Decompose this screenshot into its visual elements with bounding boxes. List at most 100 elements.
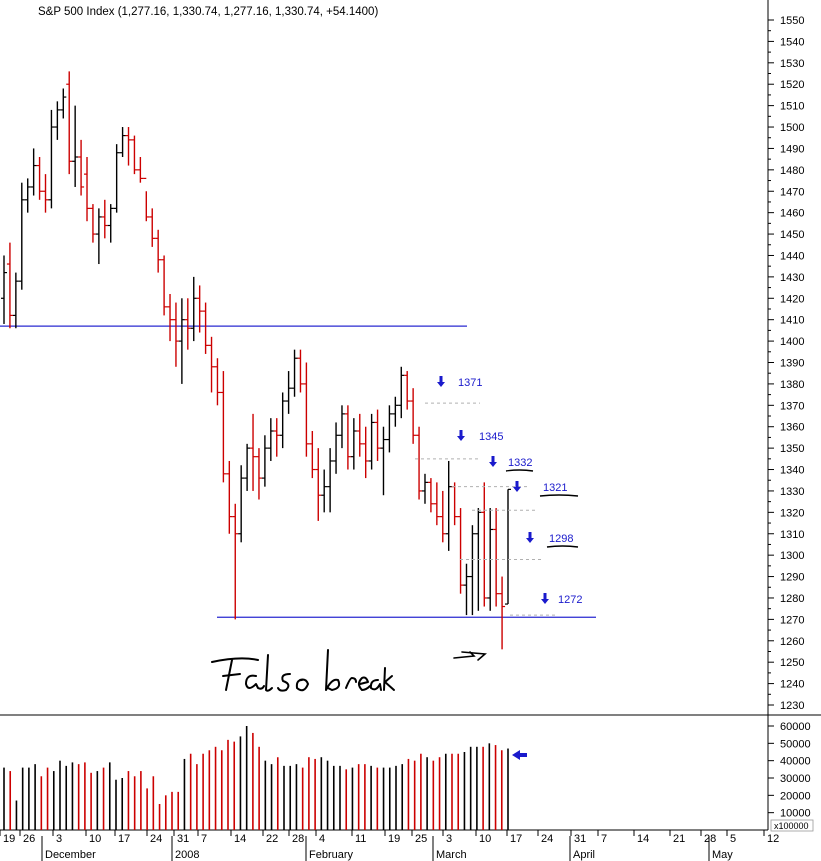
ohlc-bar [285,371,292,414]
day-tick-label: 14 [637,833,649,845]
ohlc-bar [6,242,13,329]
level-annotation: 1332 [452,456,534,488]
ohlc-bar [505,488,511,605]
ohlc-bar [333,422,340,474]
price-tick-label: 1250 [780,657,804,669]
ohlc-bar [404,371,411,410]
down-arrow-icon [457,430,465,441]
ohlc-bar [95,208,102,265]
level-label: 1332 [508,457,532,469]
day-tick-label: 17 [510,833,522,845]
ohlc-bar [232,503,239,620]
x-axis: 19 26 3 10 17 24 31 7 14 22 28 4 11 19 25 3 10 17 24 31 7 14 2… [0,830,779,861]
level-annotation: 1321 [472,481,579,511]
handwritten-underline [505,469,534,472]
ohlc-bar [149,208,156,247]
down-arrow-icon [541,593,549,604]
price-tick-label: 1550 [780,15,804,27]
day-tick-label: 22 [266,833,278,845]
ohlc-bar [196,285,203,333]
ohlc-bar [84,157,91,222]
volume-tick-label: 60000 [780,721,811,733]
handwritten-falso-break [211,649,395,692]
ohlc-bar [362,426,369,479]
month-label: March [436,849,467,861]
ohlc-bar [469,525,476,616]
price-tick-label: 1270 [780,614,804,626]
price-tick-label: 1340 [780,465,804,477]
ohlc-bar [24,178,31,213]
ohlc-bar [338,405,345,449]
volume-tick-label: 40000 [780,756,811,768]
day-tick-label: 25 [415,833,427,845]
ohlc-bar [261,435,268,487]
day-tick-label: 10 [479,833,491,845]
ohlc-bar [344,405,351,470]
level-label: 1298 [549,533,573,545]
day-tick-label: 7 [601,833,607,845]
price-tick-label: 1300 [780,550,804,562]
ohlc-bar [273,418,280,457]
volume-bars [3,726,509,830]
ohlc-bar [303,362,310,457]
level-label: 1272 [558,594,582,606]
volume-pointer-arrow [512,750,527,760]
ohlc-bar [279,392,286,449]
ohlc-bar [445,460,452,551]
price-tick-label: 1410 [780,315,804,327]
ohlc-bar [78,139,85,196]
ohlc-bar [178,298,185,384]
price-tick-label: 1400 [780,336,804,348]
volume-tick-label: 50000 [780,738,811,750]
level-label: 1321 [543,482,567,494]
ohlc-bar [398,366,405,419]
ohlc-bar [416,426,423,500]
ohlc-bar [143,177,150,222]
price-tick-label: 1450 [780,229,804,241]
day-tick-label: 31 [574,833,586,845]
ohlc-bar [421,473,428,504]
volume-tick-label: 10000 [780,808,811,820]
ohlc-bar [167,294,174,342]
day-tick-label: 5 [730,833,736,845]
ohlc-bar [107,204,114,243]
price-tick-label: 1530 [780,58,804,70]
price-tick-label: 1310 [780,529,804,541]
ohlc-bar [356,413,363,457]
ohlc-bar [392,396,399,427]
ohlc-bar [220,371,227,483]
price-tick-label: 1490 [780,143,804,155]
ohlc-bar [125,127,132,166]
ohlc-bar [214,358,221,406]
volume-axis: 10000 20000 30000 40000 50000 60000 [768,721,811,820]
ohlc-bar [155,229,162,273]
ohlc-bar [30,148,37,196]
ohlc-bar [238,465,245,543]
price-tick-label: 1240 [780,679,804,691]
handwritten-underline [539,494,579,497]
ohlc-bar [119,127,126,157]
day-tick-label: 4 [319,833,325,845]
day-tick-label: 26 [23,833,35,845]
price-tick-label: 1540 [780,36,804,48]
ohlc-bar [309,431,316,479]
ohlc-bar [297,349,304,393]
price-tick-label: 1420 [780,293,804,305]
ohlc-bar [101,199,108,239]
price-tick-label: 1320 [780,507,804,519]
price-tick-label: 1380 [780,379,804,391]
price-tick-label: 1440 [780,250,804,262]
ohlc-bar [202,302,209,354]
ohlc-bar [66,71,73,175]
ohlc-bar [18,182,25,290]
day-tick-label: 28 [704,833,716,845]
ohlc-bar [226,460,233,534]
day-tick-label: 14 [234,833,246,845]
ohlc-bar [427,478,434,513]
price-tick-label: 1370 [780,400,804,412]
support-resistance-lines [0,325,596,618]
ohlc-bar [12,272,19,329]
ohlc-bar [499,576,506,650]
ohlc-bar [172,302,179,367]
